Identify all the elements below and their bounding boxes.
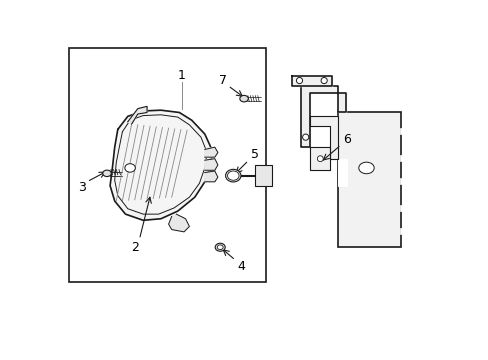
Polygon shape xyxy=(204,147,218,157)
Bar xyxy=(399,228,403,234)
Circle shape xyxy=(296,77,302,84)
Bar xyxy=(399,155,403,161)
FancyBboxPatch shape xyxy=(337,112,400,247)
Ellipse shape xyxy=(239,95,248,102)
Text: 2: 2 xyxy=(131,241,139,254)
Text: 6: 6 xyxy=(343,133,350,146)
Polygon shape xyxy=(204,159,218,170)
Ellipse shape xyxy=(124,164,135,172)
Ellipse shape xyxy=(227,171,239,180)
Polygon shape xyxy=(204,171,218,182)
Text: 4: 4 xyxy=(237,260,244,273)
Polygon shape xyxy=(301,86,345,147)
Text: 3: 3 xyxy=(78,181,86,194)
Polygon shape xyxy=(127,106,147,124)
Circle shape xyxy=(317,156,323,162)
Circle shape xyxy=(302,134,308,140)
Ellipse shape xyxy=(358,162,373,174)
Polygon shape xyxy=(291,76,331,86)
Text: 5: 5 xyxy=(250,148,258,161)
Ellipse shape xyxy=(217,245,223,249)
Text: 7: 7 xyxy=(218,74,226,87)
Bar xyxy=(337,159,346,186)
Ellipse shape xyxy=(215,243,225,251)
Bar xyxy=(254,165,271,186)
Text: 1: 1 xyxy=(178,69,185,82)
Ellipse shape xyxy=(225,169,241,182)
Polygon shape xyxy=(110,110,212,220)
Bar xyxy=(68,48,265,282)
Polygon shape xyxy=(310,147,329,170)
Bar xyxy=(399,128,403,134)
Bar xyxy=(399,205,403,211)
Ellipse shape xyxy=(102,170,111,176)
Polygon shape xyxy=(168,214,189,232)
Bar xyxy=(399,178,403,184)
Polygon shape xyxy=(310,116,337,159)
Circle shape xyxy=(321,77,326,84)
